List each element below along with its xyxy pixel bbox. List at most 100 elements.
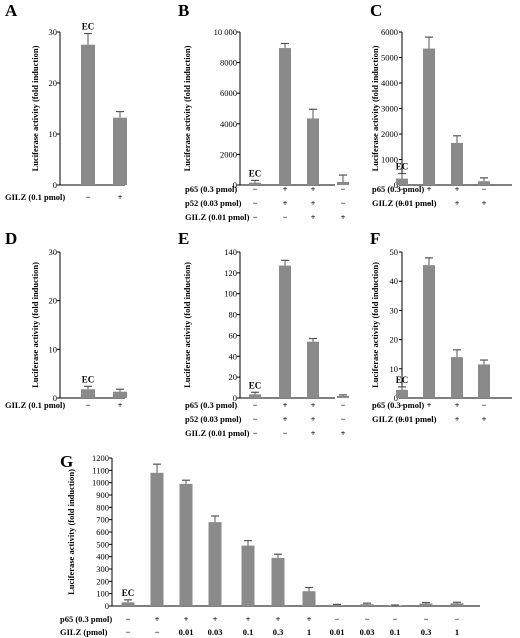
condition-sign: +: [118, 400, 123, 410]
condition-label: GILZ (pmol): [60, 627, 108, 637]
y-tick-label: 2000: [220, 149, 237, 159]
y-tick-label: 200: [96, 576, 109, 586]
y-tick-label: 10: [390, 364, 399, 374]
y-tick-label: 30: [49, 247, 58, 257]
condition-sign: 0.3: [273, 627, 284, 637]
condition-sign: +: [482, 198, 487, 208]
bar: [337, 395, 349, 398]
condition-label: GILZ (0.01 pmol): [185, 212, 250, 222]
y-tick-label: 400: [96, 552, 109, 562]
y-axis-label: Luciferase activity (fold induction): [66, 469, 76, 595]
condition-sign: −: [341, 400, 346, 410]
condition-sign: +: [155, 614, 160, 624]
condition-sign: −: [482, 400, 487, 410]
y-tick-label: 800: [96, 502, 109, 512]
condition-sign: 0.03: [360, 627, 375, 637]
y-axis-label: Luciferase activity (fold induction): [182, 262, 192, 388]
condition-sign: −: [253, 198, 258, 208]
condition-label: GILZ (0.1 pmol): [5, 400, 65, 410]
condition-sign: +: [118, 192, 123, 202]
condition-sign: −: [341, 414, 346, 424]
condition-sign: +: [283, 198, 288, 208]
y-axis-label: Luciferase activity (fold induction): [30, 45, 40, 171]
bar: [249, 394, 261, 398]
bar-label: EC: [396, 162, 409, 172]
bar-label: EC: [396, 375, 409, 385]
condition-label: p65 (0.3 pmol): [372, 184, 424, 194]
condition-sign: −: [341, 184, 346, 194]
y-tick-label: 80: [229, 310, 238, 320]
condition-sign: −: [335, 614, 340, 624]
condition-sign: −: [482, 184, 487, 194]
condition-sign: −: [253, 428, 258, 438]
bar: [388, 605, 402, 606]
y-tick-label: 40: [229, 351, 238, 361]
bar: [307, 118, 319, 185]
condition-sign: +: [455, 184, 460, 194]
y-tick-label: 20: [49, 296, 58, 306]
condition-sign: +: [311, 212, 316, 222]
bar: [478, 364, 490, 398]
y-tick-label: 120: [224, 268, 237, 278]
condition-label: GILZ (0.1 pmol): [5, 192, 65, 202]
bar: [279, 265, 291, 398]
condition-sign: +: [184, 614, 189, 624]
condition-sign: +: [283, 184, 288, 194]
condition-sign: −: [86, 400, 91, 410]
y-tick-label: 3000: [381, 104, 398, 114]
bar: [302, 591, 316, 606]
panel-letter: E: [178, 229, 189, 248]
y-tick-label: 0: [233, 180, 237, 190]
bar: [307, 341, 319, 398]
condition-sign: +: [427, 400, 432, 410]
bar: [396, 178, 408, 185]
y-tick-label: 1000: [92, 478, 109, 488]
bar: [113, 391, 127, 398]
bar: [451, 142, 463, 185]
y-tick-label: 10 000: [214, 27, 237, 37]
bar-label: EC: [249, 168, 262, 178]
y-tick-label: 100: [96, 589, 109, 599]
condition-sign: +: [311, 414, 316, 424]
y-tick-label: 700: [96, 515, 109, 525]
y-tick-label: 10: [49, 129, 58, 139]
bar: [241, 545, 255, 606]
condition-sign: −: [283, 212, 288, 222]
condition-sign: −: [126, 627, 131, 637]
y-tick-label: 4000: [220, 119, 237, 129]
condition-sign: 0.01: [179, 627, 194, 637]
condition-sign: +: [276, 614, 281, 624]
y-tick-label: 0: [394, 180, 398, 190]
y-tick-label: 4000: [381, 78, 398, 88]
bar: [423, 265, 435, 398]
bar: [249, 182, 261, 185]
condition-sign: +: [311, 184, 316, 194]
condition-sign: 0.1: [390, 627, 401, 637]
condition-label: GILZ (0.01 pmol): [372, 198, 437, 208]
condition-sign: +: [455, 414, 460, 424]
y-tick-label: 8000: [220, 58, 237, 68]
condition-sign: 1: [455, 627, 459, 637]
bar: [279, 48, 291, 185]
y-tick-label: 30: [49, 27, 58, 37]
y-tick-label: 0: [394, 393, 398, 403]
y-tick-label: 0: [53, 180, 57, 190]
bar: [330, 605, 344, 606]
y-axis-label: Luciferase activity (fold induction): [370, 262, 380, 388]
condition-label: p65 (0.3 pmol): [185, 400, 237, 410]
bar: [271, 557, 285, 606]
panel-letter: C: [370, 1, 382, 20]
bar: [423, 48, 435, 186]
y-axis-label: Luciferase activity (fold induction): [370, 45, 380, 171]
condition-sign: +: [311, 428, 316, 438]
condition-sign: +: [427, 184, 432, 194]
condition-sign: −: [427, 414, 432, 424]
y-tick-label: 0: [53, 393, 57, 403]
y-tick-label: 20: [229, 372, 238, 382]
condition-sign: +: [311, 198, 316, 208]
condition-sign: −: [400, 414, 405, 424]
y-axis-label: Luciferase activity (fold induction): [182, 45, 192, 171]
condition-sign: +: [246, 614, 251, 624]
condition-sign: −: [393, 614, 398, 624]
